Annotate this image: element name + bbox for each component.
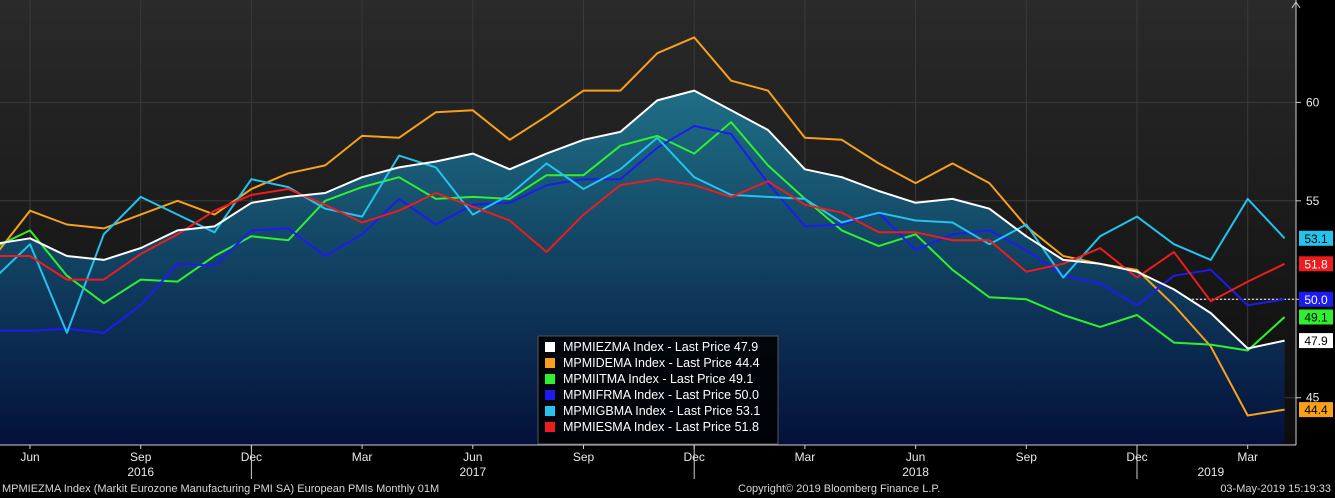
y-axis-arrow-icon <box>1291 1 1301 9</box>
legend-item: MPMIEZMA Index - Last Price 47.9 <box>545 340 758 354</box>
y-tick-label: 45 <box>1306 391 1320 405</box>
series-line-mpmidema <box>0 36 1285 417</box>
last-value-label-mpmifrma: 50.0 <box>1299 291 1333 307</box>
legend-swatch <box>545 390 555 400</box>
last-value-label-mpmigbma: 53.1 <box>1299 230 1333 246</box>
legend-item: MPMIITMA Index - Last Price 49.1 <box>545 372 753 386</box>
footer-security-description: MPMIEZMA Index (Markit Eurozone Manufact… <box>2 483 440 495</box>
y-tick-label: 55 <box>1306 194 1320 208</box>
footer-timestamp: 03-May-2019 15:19:33 <box>1220 483 1331 495</box>
legend-swatch <box>545 374 555 384</box>
legend-swatch <box>545 342 555 352</box>
last-value-box <box>1299 402 1333 418</box>
last-value-text: 51.8 <box>1304 257 1328 271</box>
x-axis-band <box>0 445 1335 480</box>
series-line-mpmigbma <box>0 136 1286 334</box>
x-tick-label-month: Jun <box>463 450 482 464</box>
legend-box <box>537 335 779 445</box>
last-value-label-mpmiitma: 49.1 <box>1299 309 1333 325</box>
x-tick-label-year: 2019 <box>1197 465 1224 479</box>
legend-item: MPMIGBMA Index - Last Price 53.1 <box>545 404 760 418</box>
legend-label: MPMIITMA Index - Last Price 49.1 <box>563 372 753 386</box>
x-tick-label-year: 2017 <box>459 465 486 479</box>
legend-label: MPMIFRMA Index - Last Price 50.0 <box>563 388 759 402</box>
last-value-box <box>1299 291 1333 307</box>
last-value-label-mpmiezma: 47.9 <box>1299 333 1333 349</box>
last-value-label-mpmidema: 44.4 <box>1299 402 1333 418</box>
legend-item: MPMIFRMA Index - Last Price 50.0 <box>545 388 759 402</box>
x-tick-label-year: 2016 <box>127 465 154 479</box>
x-tick-label-month: Mar <box>1237 450 1258 464</box>
series-line-mpmifrma <box>0 125 1285 334</box>
series-line-mpmiitma <box>0 121 1286 352</box>
area-fill <box>0 90 1285 445</box>
last-value-text: 50.0 <box>1304 293 1328 307</box>
legend: MPMIEZMA Index - Last Price 47.9 MPMIDEMA… <box>537 335 779 445</box>
legend-swatch <box>545 406 555 416</box>
x-tick-label-month: Mar <box>795 450 816 464</box>
last-value-box <box>1299 309 1333 325</box>
x-tick-label-month: Mar <box>352 450 373 464</box>
legend-label: MPMIEZMA Index - Last Price 47.9 <box>563 340 758 354</box>
legend-item: MPMIDEMA Index - Last Price 44.4 <box>545 356 760 370</box>
last-value-label-mpmiesma: 51.8 <box>1299 256 1333 272</box>
last-value-labels: 53.1 51.8 50.0 49.1 47.9 44.4 <box>1299 230 1333 418</box>
area-fill-mpmiezma <box>0 90 1285 445</box>
legend-swatch <box>545 358 555 368</box>
legend-item: MPMIESMA Index - Last Price 51.8 <box>545 420 759 434</box>
x-tick-label-month: Jun <box>20 450 39 464</box>
last-value-text: 47.9 <box>1304 334 1328 348</box>
x-tick-label-month: Jun <box>906 450 925 464</box>
last-value-box <box>1299 333 1333 349</box>
x-tick-label-month: Sep <box>573 450 595 464</box>
y-tick-label: 60 <box>1306 95 1320 109</box>
axes: 45505560JunSepDecMarJunSepDecMarJunSepDe… <box>0 0 1335 480</box>
x-tick-label-month: Sep <box>1016 450 1038 464</box>
legend-label: MPMIDEMA Index - Last Price 44.4 <box>563 356 760 370</box>
last-value-text: 49.1 <box>1304 311 1328 325</box>
x-tick-label-month: Sep <box>130 450 152 464</box>
last-value-box <box>1299 230 1333 246</box>
footer-copyright: Copyright© 2019 Bloomberg Finance L.P. <box>738 483 941 495</box>
series-lines <box>0 36 1286 417</box>
x-tick-label-year: 2018 <box>902 465 929 479</box>
legend-swatch <box>545 422 555 432</box>
last-value-text: 53.1 <box>1304 232 1328 246</box>
legend-label: MPMIGBMA Index - Last Price 53.1 <box>563 404 760 418</box>
last-value-box <box>1299 256 1333 272</box>
series-line-mpmiezma <box>0 89 1285 350</box>
last-value-text: 44.4 <box>1304 403 1328 417</box>
legend-label: MPMIESMA Index - Last Price 51.8 <box>563 420 759 434</box>
footer-bar: MPMIEZMA Index (Markit Eurozone Manufact… <box>0 480 1335 498</box>
